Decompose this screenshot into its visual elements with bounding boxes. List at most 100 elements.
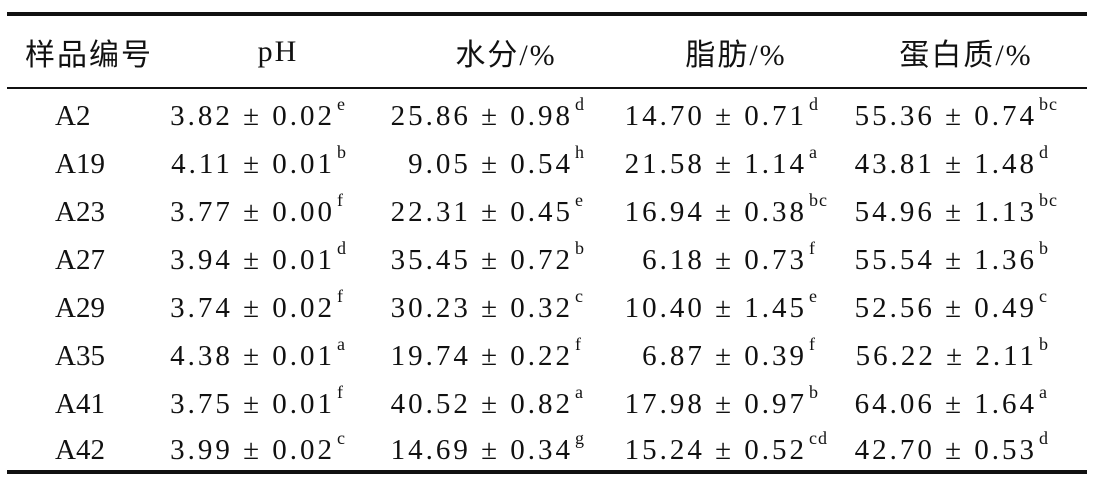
fat-value: 16.94 ± 0.38 — [624, 195, 807, 228]
ph-cell: 4.38 ± 0.01 a — [170, 332, 373, 380]
fat-value: 6.18 ± 0.73 — [642, 243, 807, 276]
table-header-row: 样品编号 pH 水分/% 脂肪/% 蛋白质/% — [7, 22, 1087, 82]
header-ph: pH — [257, 35, 299, 68]
top-rule — [7, 12, 1087, 16]
ph-value: 4.11 ± 0.01 — [171, 147, 335, 180]
ph-value: 3.99 ± 0.02 — [170, 433, 335, 466]
header-water: 水分/% — [455, 39, 557, 72]
protein-cell: 54.96 ± 1.13 bc — [855, 188, 1075, 236]
water-significance: a — [575, 381, 584, 402]
ph-significance: f — [337, 189, 344, 210]
table-row: A23 3.77 ± 0.00 f 22.31 ± 0.45 e 16.94 ± 0… — [7, 188, 1087, 236]
header-sample-id: 样品编号 — [25, 39, 153, 72]
protein-value: 52.56 ± 0.49 — [854, 291, 1037, 324]
ph-cell: 3.99 ± 0.02 c — [170, 426, 373, 474]
protein-significance: a — [1039, 381, 1048, 402]
fat-cell: 14.70 ± 0.71 d — [624, 92, 845, 140]
fat-significance: bc — [809, 189, 828, 210]
sample-id-cell: A41 — [55, 387, 105, 420]
protein-significance: bc — [1039, 93, 1058, 114]
ph-significance: f — [337, 285, 344, 306]
fat-cell: 21.58 ± 1.14 a — [624, 140, 845, 188]
water-value: 35.45 ± 0.72 — [390, 243, 573, 276]
water-significance: c — [575, 285, 584, 306]
fat-value: 10.40 ± 1.45 — [624, 291, 807, 324]
data-table: 样品编号 pH 水分/% 脂肪/% 蛋白质/% A2 3.82 ± 0.02 e … — [7, 12, 1087, 474]
fat-significance: a — [809, 141, 818, 162]
protein-cell: 52.56 ± 0.49 c — [854, 284, 1075, 332]
water-value: 40.52 ± 0.82 — [390, 387, 573, 420]
header-fat: 脂肪/% — [685, 39, 787, 72]
ph-significance: e — [337, 93, 346, 114]
water-cell: 30.23 ± 0.32 c — [391, 284, 611, 332]
ph-cell: 3.77 ± 0.00 f — [170, 188, 373, 236]
ph-value: 3.94 ± 0.01 — [170, 243, 335, 276]
water-value: 19.74 ± 0.22 — [390, 339, 573, 372]
protein-significance: c — [1039, 285, 1048, 306]
water-significance: f — [575, 333, 582, 354]
water-cell: 19.74 ± 0.22 f — [391, 332, 611, 380]
ph-cell: 3.94 ± 0.01 d — [170, 236, 373, 284]
fat-significance: b — [809, 381, 819, 402]
table-row: A42 3.99 ± 0.02 c 14.69 ± 0.34 g 15.24 ± 0… — [7, 426, 1087, 474]
water-cell: 9.05 ± 0.54 h — [401, 140, 611, 188]
protein-cell: 64.06 ± 1.64 a — [854, 380, 1075, 428]
fat-significance: f — [809, 333, 816, 354]
protein-value: 55.36 ± 0.74 — [854, 99, 1037, 132]
ph-value: 3.77 ± 0.00 — [170, 195, 335, 228]
fat-cell: 15.24 ± 0.52 cd — [624, 426, 845, 474]
water-significance: h — [575, 141, 585, 162]
fat-cell: 17.98 ± 0.97 b — [624, 380, 845, 428]
protein-value: 56.22 ± 2.11 — [855, 339, 1037, 372]
sample-id-cell: A23 — [55, 195, 105, 228]
protein-significance: d — [1039, 427, 1049, 448]
fat-significance: d — [809, 93, 819, 114]
fat-value: 17.98 ± 0.97 — [624, 387, 807, 420]
protein-significance: b — [1039, 237, 1049, 258]
water-cell: 25.86 ± 0.98 d — [391, 92, 611, 140]
sample-id-cell: A19 — [55, 147, 105, 180]
table-row: A27 3.94 ± 0.01 d 35.45 ± 0.72 b 6.18 ± 0.… — [7, 236, 1087, 284]
protein-value: 55.54 ± 1.36 — [854, 243, 1037, 276]
ph-significance: d — [337, 237, 347, 258]
fat-significance: f — [809, 237, 816, 258]
sample-id-cell: A42 — [55, 433, 105, 466]
protein-cell: 56.22 ± 2.11 b — [855, 332, 1075, 380]
water-cell: 14.69 ± 0.34 g — [391, 426, 611, 474]
table-row: A2 3.82 ± 0.02 e 25.86 ± 0.98 d 14.70 ± 0.… — [7, 92, 1087, 140]
water-cell: 40.52 ± 0.82 a — [391, 380, 611, 428]
ph-significance: c — [337, 427, 346, 448]
protein-cell: 43.81 ± 1.48 d — [855, 140, 1075, 188]
fat-cell: 16.94 ± 0.38 bc — [624, 188, 845, 236]
water-significance: d — [575, 93, 585, 114]
protein-cell: 55.36 ± 0.74 bc — [854, 92, 1075, 140]
ph-significance: f — [337, 381, 344, 402]
header-protein: 蛋白质/% — [899, 39, 1033, 72]
ph-cell: 3.74 ± 0.02 f — [170, 284, 373, 332]
table-row: A41 3.75 ± 0.01 f 40.52 ± 0.82 a 17.98 ± 0… — [7, 380, 1087, 428]
water-value: 14.69 ± 0.34 — [390, 433, 573, 466]
sample-id-cell: A29 — [55, 291, 105, 324]
ph-cell: 4.11 ± 0.01 b — [171, 140, 373, 188]
protein-value: 64.06 ± 1.64 — [854, 387, 1037, 420]
sample-id-cell: A2 — [55, 99, 91, 132]
ph-value: 3.75 ± 0.01 — [170, 387, 335, 420]
water-cell: 35.45 ± 0.72 b — [391, 236, 611, 284]
water-significance: e — [575, 189, 584, 210]
fat-value: 15.24 ± 0.52 — [624, 433, 807, 466]
water-value: 9.05 ± 0.54 — [408, 147, 573, 180]
protein-cell: 42.70 ± 0.53 d — [855, 426, 1075, 474]
header-rule — [7, 87, 1087, 89]
fat-significance: e — [809, 285, 818, 306]
fat-significance: cd — [809, 427, 828, 448]
water-significance: g — [575, 427, 585, 448]
ph-significance: a — [337, 333, 346, 354]
water-cell: 22.31 ± 0.45 e — [391, 188, 611, 236]
fat-value: 14.70 ± 0.71 — [624, 99, 807, 132]
ph-value: 3.74 ± 0.02 — [170, 291, 335, 324]
fat-value: 21.58 ± 1.14 — [624, 147, 807, 180]
table-row: A29 3.74 ± 0.02 f 30.23 ± 0.32 c 10.40 ± 1… — [7, 284, 1087, 332]
water-value: 22.31 ± 0.45 — [390, 195, 573, 228]
ph-significance: b — [337, 141, 347, 162]
fat-value: 6.87 ± 0.39 — [642, 339, 807, 372]
